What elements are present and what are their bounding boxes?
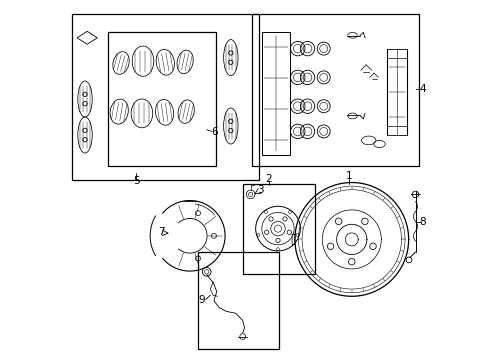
Text: 1: 1: [345, 171, 351, 181]
Bar: [251, 14, 418, 166]
Text: 7: 7: [158, 227, 164, 237]
Bar: [261, 32, 289, 155]
Text: 8: 8: [419, 217, 426, 228]
Bar: [72, 14, 258, 180]
Bar: [107, 32, 215, 166]
Text: 2: 2: [265, 174, 271, 184]
Text: 5: 5: [133, 176, 140, 186]
Bar: [243, 184, 314, 274]
Bar: [197, 252, 278, 349]
Text: 9: 9: [198, 294, 205, 305]
Text: 3: 3: [257, 185, 264, 195]
Text: 4: 4: [419, 84, 426, 94]
Text: 6: 6: [211, 127, 218, 138]
